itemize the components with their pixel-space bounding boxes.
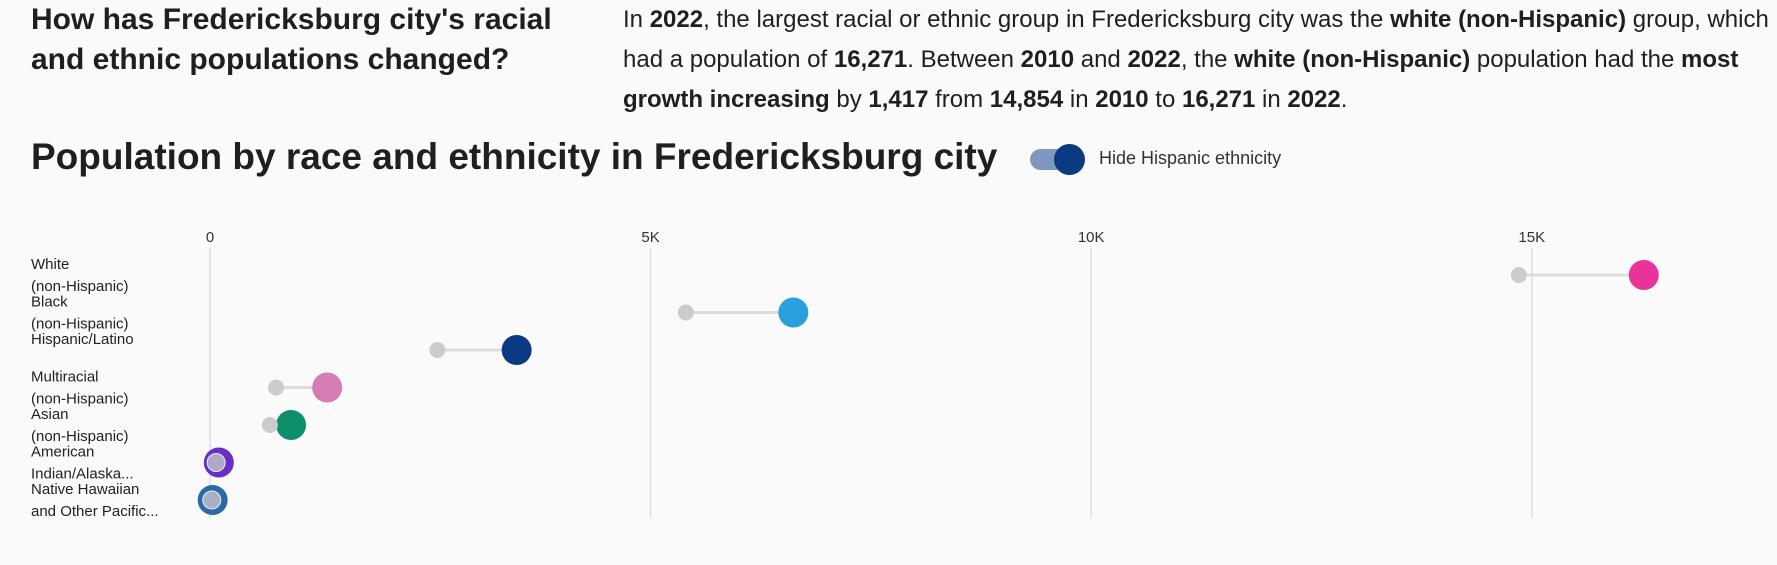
x-tick-label: 5K — [641, 229, 659, 246]
category-label: Asian (non-Hispanic) — [31, 406, 129, 445]
toggle-label: Hide Hispanic ethnicity — [1099, 148, 1282, 168]
category-label: Hispanic/Latino — [31, 331, 134, 348]
summary-highlight: 16,271 — [833, 46, 908, 73]
summary-text: , the largest racial or ethnic group in … — [703, 6, 1391, 33]
start-value-dot — [261, 417, 278, 433]
start-value-dot — [202, 490, 222, 510]
hide-hispanic-toggle[interactable] — [1030, 144, 1086, 175]
start-value-dot — [429, 342, 446, 358]
summary-highlight: white (non-Hispanic) — [1390, 6, 1627, 33]
category-label-line: and Other Pacific... — [31, 503, 159, 520]
summary-text: population had the — [1470, 46, 1682, 73]
end-value-dot — [312, 372, 343, 403]
summary-highlight: 2022 — [1287, 86, 1341, 113]
summary-text: In — [623, 6, 650, 33]
category-label-line: (non-Hispanic) — [31, 316, 129, 333]
toggle-knob[interactable] — [1054, 144, 1085, 175]
summary-text: to — [1148, 86, 1182, 113]
summary-text: group, which had a population of — [623, 6, 1769, 73]
end-value-dot — [1628, 260, 1659, 290]
summary-text: , the — [1180, 46, 1235, 73]
category-label-line: Native Hawaiian — [31, 481, 139, 498]
category-label-line: Indian/Alaska... — [31, 466, 134, 483]
start-value-dot — [268, 379, 285, 396]
summary-highlight: 2022 — [1127, 46, 1181, 73]
summary-highlight: 2010 — [1095, 86, 1149, 113]
chart-title: Population by race and ethnicity in Fred… — [31, 136, 998, 177]
category-label-line: American — [31, 444, 94, 461]
end-value-dot — [276, 410, 307, 440]
category-label-line: (non-Hispanic) — [31, 391, 129, 408]
x-tick-label: 15K — [1518, 229, 1545, 246]
category-label-line: (non-Hispanic) — [31, 428, 129, 445]
summary-highlight: 2010 — [1020, 46, 1075, 73]
summary-text: . — [1340, 86, 1348, 113]
summary-highlight: most growth increasing — [623, 46, 1739, 113]
summary-paragraph: In 2022, the largest racial or ethnic gr… — [623, 0, 1773, 120]
summary-text: in — [1063, 86, 1096, 113]
category-label: Multiracial (non-Hispanic) — [31, 369, 129, 408]
start-value-dot — [206, 453, 226, 472]
category-label-line: White — [31, 256, 69, 273]
summary-highlight: white (non-Hispanic) — [1234, 46, 1471, 73]
category-label: Native Hawaiian and Other Pacific... — [31, 481, 159, 520]
category-label-line: (non-Hispanic) — [31, 278, 129, 295]
end-value-dot — [501, 335, 532, 365]
category-label-line: Black — [31, 294, 68, 311]
end-value-dot — [778, 297, 809, 328]
section-question: How has Fredericksburg city's racial and… — [31, 3, 552, 76]
summary-highlight: 2022 — [649, 6, 704, 33]
summary-text: in — [1255, 86, 1288, 113]
summary-highlight: 16,271 — [1181, 86, 1256, 113]
category-label-line: Asian — [31, 406, 69, 423]
category-label: American Indian/Alaska... — [31, 444, 134, 483]
category-label: Black (non-Hispanic) — [31, 294, 129, 333]
summary-text: and — [1074, 46, 1128, 73]
summary-text: from — [928, 86, 990, 113]
x-tick-label: 10K — [1078, 229, 1105, 246]
x-tick-label: 0 — [206, 229, 214, 246]
start-value-dot — [1510, 267, 1527, 283]
category-label-line: Multiracial — [31, 369, 99, 386]
summary-highlight: 14,854 — [989, 86, 1064, 113]
summary-text: by — [829, 86, 869, 113]
summary-highlight: 1,417 — [868, 86, 929, 113]
summary-text: . Between — [907, 46, 1021, 73]
category-label: White (non-Hispanic) — [31, 256, 129, 295]
category-label-line: Hispanic/Latino — [31, 331, 134, 348]
start-value-dot — [677, 304, 694, 321]
